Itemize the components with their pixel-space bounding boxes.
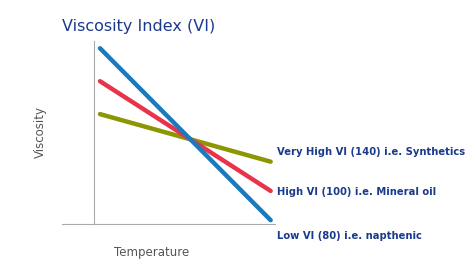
Text: Viscosity: Viscosity bbox=[34, 106, 47, 158]
Text: Very High VI (140) i.e. Synthetics: Very High VI (140) i.e. Synthetics bbox=[277, 147, 465, 156]
Text: Low VI (80) i.e. napthenic: Low VI (80) i.e. napthenic bbox=[277, 231, 422, 241]
Text: Viscosity Index (VI): Viscosity Index (VI) bbox=[62, 19, 215, 34]
Text: Temperature: Temperature bbox=[114, 246, 189, 259]
Text: High VI (100) i.e. Mineral oil: High VI (100) i.e. Mineral oil bbox=[277, 188, 437, 197]
